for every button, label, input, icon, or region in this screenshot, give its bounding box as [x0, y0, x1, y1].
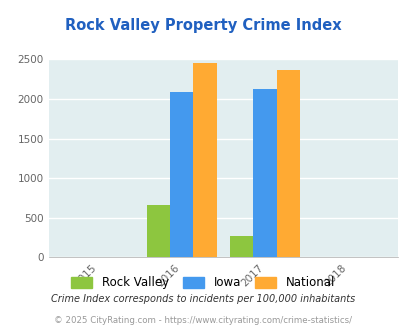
Bar [229, 236, 253, 257]
Bar [276, 71, 299, 257]
Text: © 2025 CityRating.com - https://www.cityrating.com/crime-statistics/: © 2025 CityRating.com - https://www.city… [54, 316, 351, 325]
Bar [170, 92, 193, 257]
Text: Crime Index corresponds to incidents per 100,000 inhabitants: Crime Index corresponds to incidents per… [51, 294, 354, 304]
Text: Rock Valley Property Crime Index: Rock Valley Property Crime Index [64, 18, 341, 33]
Legend: Rock Valley, Iowa, National: Rock Valley, Iowa, National [66, 272, 339, 294]
Bar [193, 63, 216, 257]
Bar [253, 89, 276, 257]
Bar [147, 205, 170, 257]
